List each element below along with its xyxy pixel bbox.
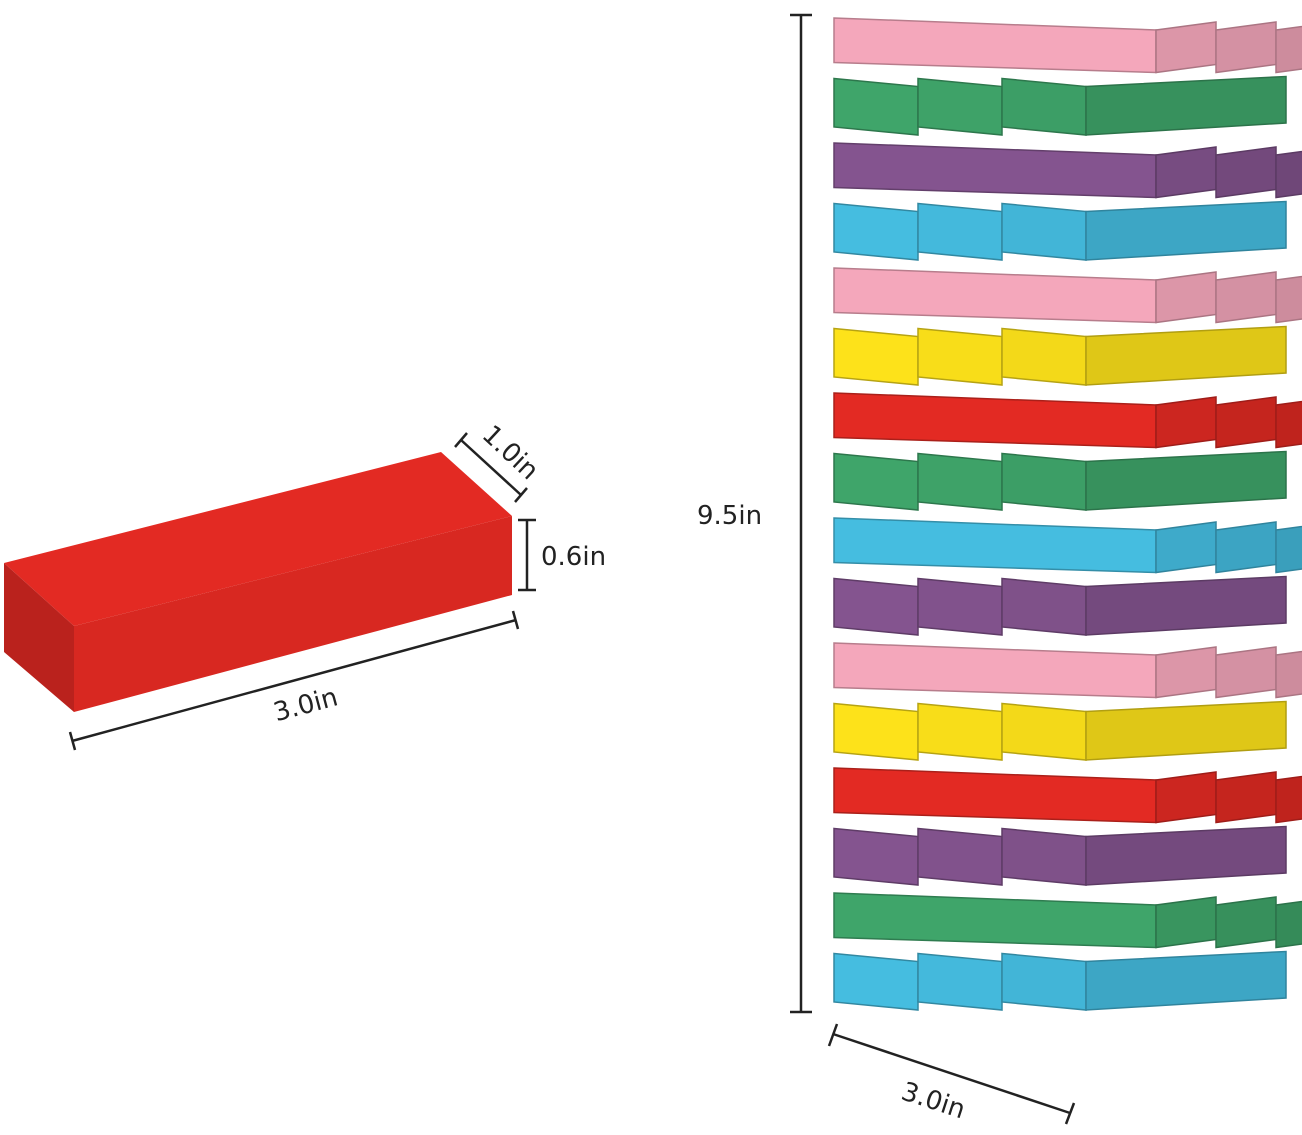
tower-layer	[833, 950, 1287, 1011]
tower-block-end-face	[917, 77, 1003, 136]
tower-dimensions	[790, 13, 1076, 1125]
tower-block-end-face	[917, 202, 1003, 261]
tower-layer	[833, 200, 1287, 261]
tower-block-end-face	[1001, 577, 1087, 636]
tower-block-end-face	[1215, 146, 1277, 199]
width-dimension-line	[460, 439, 522, 496]
tower-block-end-face	[1275, 150, 1302, 199]
tower-block-long-face	[833, 17, 1157, 74]
tower-block-end-face	[1155, 21, 1217, 74]
tower-block-long-face	[833, 517, 1157, 574]
tower-block-end-face	[833, 702, 919, 761]
tower-block-long-face	[833, 642, 1157, 699]
tower-layer	[833, 267, 1302, 324]
tower-block-end-face	[1215, 521, 1277, 574]
tower-block-end-face	[1001, 202, 1087, 261]
tower-block-end-face	[1001, 77, 1087, 136]
single-block-length-label: 3.0in	[270, 682, 341, 728]
tower-layer	[833, 700, 1287, 761]
tower-block-end-face	[1275, 275, 1302, 324]
tower-block-end-face	[833, 77, 919, 136]
tower-block-end-face	[1001, 327, 1087, 386]
tower-block-end-face	[917, 952, 1003, 1011]
tower-block-long-face	[1085, 200, 1287, 261]
single-block-width-label: 1.0in	[476, 420, 544, 486]
tower-block-end-face	[1275, 775, 1302, 824]
tower-layer	[833, 17, 1302, 74]
tower-height-label: 9.5in	[697, 501, 762, 531]
tower-block-end-face	[1001, 702, 1087, 761]
tower-block-end-face	[833, 202, 919, 261]
tower-block-end-face	[917, 827, 1003, 886]
single-block-top-face	[4, 452, 512, 626]
tower-block-end-face	[1001, 952, 1087, 1011]
tower-block-end-face	[833, 827, 919, 886]
tower-block-end-face	[1155, 396, 1217, 449]
tower-block-end-face	[1275, 25, 1302, 74]
tower-block-end-face	[1215, 271, 1277, 324]
tower-block-end-face	[1155, 771, 1217, 824]
tower-block-end-face	[1215, 21, 1277, 74]
single-block-dimensions	[68, 432, 536, 751]
tower-layer	[833, 517, 1302, 574]
tower-block-end-face	[1001, 827, 1087, 886]
tower-block-end-face	[1275, 525, 1302, 574]
tower-block-end-face	[833, 327, 919, 386]
tower-block-end-face	[917, 452, 1003, 511]
tower-block-end-face	[1155, 271, 1217, 324]
tower-block-long-face	[833, 267, 1157, 324]
tower-block-end-face	[1155, 521, 1217, 574]
tower-width-label: 3.0in	[898, 1077, 969, 1126]
tower-block-end-face	[1215, 646, 1277, 699]
single-block-front-face	[74, 516, 512, 712]
tower-block-long-face	[1085, 825, 1287, 886]
tower-block-end-face	[833, 577, 919, 636]
tower-layer	[833, 142, 1302, 199]
tower-layer	[833, 450, 1287, 511]
tower-block-end-face	[1275, 650, 1302, 699]
tower-layer	[833, 767, 1302, 824]
tower-block-end-face	[833, 452, 919, 511]
tower-block-long-face	[1085, 450, 1287, 511]
tower-layer	[833, 642, 1302, 699]
tower-block-end-face	[1215, 396, 1277, 449]
single-block-left-face	[4, 563, 74, 712]
tower-block-end-face	[1275, 900, 1302, 949]
tower-block-end-face	[1155, 646, 1217, 699]
tower-block-end-face	[1215, 771, 1277, 824]
tower-layer	[833, 825, 1287, 886]
tower-block-end-face	[833, 952, 919, 1011]
tower-block-end-face	[1001, 452, 1087, 511]
tower-width-dimension-line	[832, 1032, 1071, 1115]
tower-block-end-face	[917, 327, 1003, 386]
single-block	[4, 452, 512, 712]
length-dimension-line	[71, 618, 517, 743]
single-block-height-label: 0.6in	[541, 542, 606, 572]
tower-block-long-face	[833, 892, 1157, 949]
tower-block-end-face	[917, 702, 1003, 761]
tower-block-long-face	[1085, 950, 1287, 1011]
tower-block-long-face	[1085, 325, 1287, 386]
tower-block-long-face	[1085, 75, 1287, 136]
tower-block-end-face	[1215, 896, 1277, 949]
tower-block-long-face	[1085, 700, 1287, 761]
tower-block-long-face	[833, 142, 1157, 199]
tower-block-long-face	[833, 392, 1157, 449]
tower-block-long-face	[1085, 575, 1287, 636]
tower-block-long-face	[833, 767, 1157, 824]
tower-layer	[833, 75, 1287, 136]
tower-layer	[833, 575, 1287, 636]
block-tower	[833, 17, 1302, 1011]
tower-layer	[833, 892, 1302, 949]
tower-layer	[833, 325, 1287, 386]
tower-block-end-face	[1155, 146, 1217, 199]
tower-block-end-face	[1155, 896, 1217, 949]
tower-layer	[833, 392, 1302, 449]
tower-block-end-face	[1275, 400, 1302, 449]
tower-block-end-face	[917, 577, 1003, 636]
